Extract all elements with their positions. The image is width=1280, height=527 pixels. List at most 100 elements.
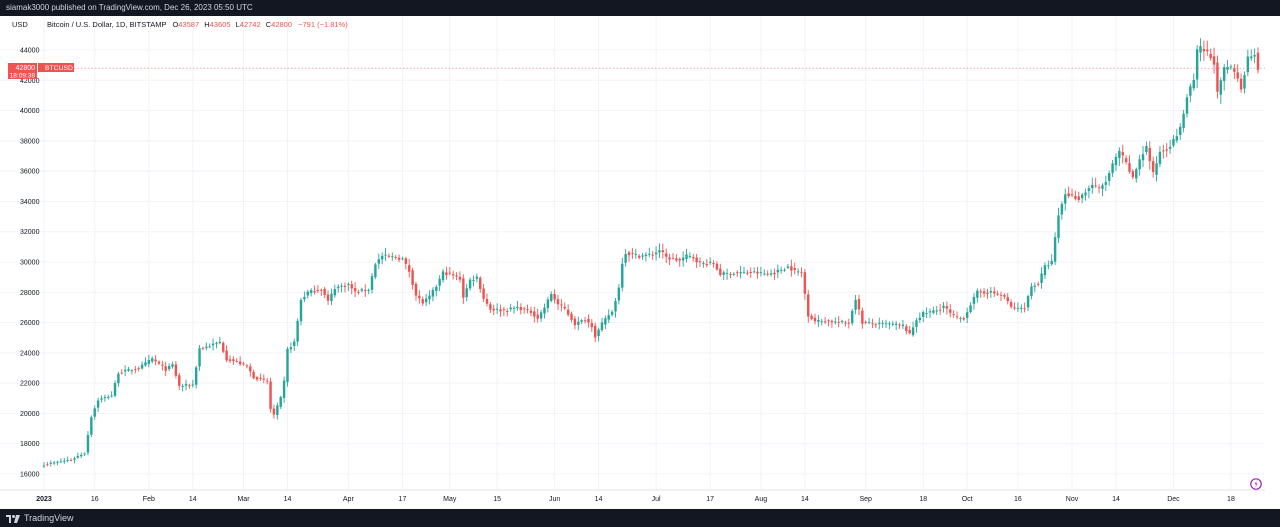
candle-body bbox=[577, 321, 580, 325]
candle-body bbox=[265, 380, 269, 382]
candle-body bbox=[421, 299, 424, 304]
candle-body bbox=[424, 298, 428, 303]
candle-body bbox=[1023, 308, 1026, 310]
candle-body bbox=[1138, 159, 1141, 170]
candle-body bbox=[282, 380, 286, 399]
candle-body bbox=[739, 272, 742, 274]
x-tick-label: 14 bbox=[284, 496, 292, 503]
candle-body bbox=[722, 272, 725, 275]
candle-body bbox=[353, 288, 357, 292]
candle-body bbox=[1229, 66, 1233, 68]
candle-body bbox=[573, 318, 577, 326]
candle-body bbox=[441, 271, 445, 281]
candle-body bbox=[472, 279, 475, 281]
symbol-tag: BTCUSD bbox=[45, 65, 73, 72]
candle-body bbox=[874, 324, 878, 326]
candle-body bbox=[279, 397, 282, 407]
candle-body bbox=[664, 253, 668, 257]
candle-body bbox=[1057, 215, 1060, 238]
candle-body bbox=[766, 273, 769, 275]
candle-body bbox=[587, 319, 590, 323]
candle-body bbox=[1064, 194, 1067, 204]
candle-body bbox=[184, 384, 188, 386]
candle-body bbox=[698, 261, 702, 263]
candle-body bbox=[1202, 48, 1206, 52]
x-tick-label: Aug bbox=[755, 496, 768, 503]
candle-body bbox=[350, 284, 353, 289]
candle-body bbox=[790, 266, 793, 271]
candle-body bbox=[597, 329, 600, 336]
candle-body bbox=[384, 254, 387, 256]
y-tick-label: 22000 bbox=[20, 381, 40, 388]
candle-body bbox=[661, 250, 665, 253]
chart-area[interactable]: 16000 18000 20000 22000 24000 26000 28000 30000… bbox=[0, 16, 1280, 509]
candle-body bbox=[959, 317, 962, 319]
candle-body bbox=[110, 395, 113, 397]
candle-body bbox=[627, 252, 631, 256]
candle-body bbox=[1107, 173, 1111, 181]
candle-body bbox=[996, 293, 999, 295]
candle-body bbox=[137, 368, 140, 370]
candle-body bbox=[648, 253, 651, 255]
candle-body bbox=[286, 348, 289, 383]
candle-body bbox=[414, 283, 418, 296]
candle-body bbox=[117, 373, 120, 384]
candle-body bbox=[756, 271, 759, 274]
candle-body bbox=[529, 310, 533, 313]
candle-body bbox=[1209, 54, 1212, 59]
candle-body bbox=[313, 291, 316, 293]
candle-body bbox=[499, 309, 502, 312]
candle-body bbox=[621, 263, 624, 288]
candle-body bbox=[1084, 192, 1087, 196]
candle-body bbox=[293, 341, 296, 346]
last-price-tag: 42800 18:09:38 BTCUSD bbox=[8, 63, 74, 80]
x-tick-label: 17 bbox=[706, 496, 714, 503]
candle-body bbox=[844, 322, 847, 324]
candle-body bbox=[550, 294, 553, 301]
candle-body bbox=[435, 286, 438, 291]
y-tick-label: 28000 bbox=[20, 290, 40, 297]
high-label: H bbox=[204, 20, 209, 29]
candle-body bbox=[316, 290, 320, 291]
candle-body bbox=[93, 408, 96, 417]
lightning-icon[interactable] bbox=[1250, 478, 1262, 490]
candle-body bbox=[637, 255, 641, 258]
candle-body bbox=[624, 253, 627, 263]
candle-body bbox=[1233, 68, 1236, 72]
candle-body bbox=[394, 257, 397, 258]
candle-body bbox=[181, 385, 184, 387]
candle-body bbox=[1148, 147, 1152, 162]
candle-body bbox=[150, 358, 154, 362]
x-tick-label: Oct bbox=[962, 496, 973, 503]
candle-body bbox=[752, 271, 756, 273]
candle-body bbox=[658, 250, 661, 253]
candle-body bbox=[1013, 307, 1016, 309]
candle-body bbox=[979, 291, 982, 293]
candle-body bbox=[1250, 56, 1253, 59]
candle-body bbox=[928, 311, 932, 313]
candle-body bbox=[245, 365, 249, 367]
candle-body bbox=[418, 295, 421, 299]
candle-body bbox=[52, 462, 56, 464]
candle-body bbox=[1162, 150, 1165, 152]
candle-body bbox=[306, 291, 309, 296]
candle-body bbox=[215, 342, 218, 344]
footer-brand: TradingView bbox=[24, 513, 74, 523]
candle-body bbox=[834, 321, 837, 323]
candle-body bbox=[252, 371, 255, 379]
candle-body bbox=[228, 359, 232, 361]
candle-body bbox=[810, 315, 813, 319]
candle-body bbox=[1189, 86, 1192, 96]
x-tick-label: 14 bbox=[595, 496, 603, 503]
candle-body bbox=[69, 459, 73, 461]
candle-body bbox=[563, 306, 566, 309]
candle-body bbox=[1236, 72, 1239, 79]
candle-body bbox=[482, 288, 485, 299]
candle-body bbox=[1104, 182, 1108, 185]
candle-body bbox=[401, 258, 404, 260]
x-tick-label: Dec bbox=[1167, 496, 1180, 503]
candlestick-chart[interactable]: 16000 18000 20000 22000 24000 26000 28000 30000… bbox=[0, 16, 1280, 509]
candle-body bbox=[1253, 55, 1256, 57]
last-price-value: 42800 bbox=[16, 65, 36, 72]
candle-body bbox=[1094, 185, 1097, 187]
